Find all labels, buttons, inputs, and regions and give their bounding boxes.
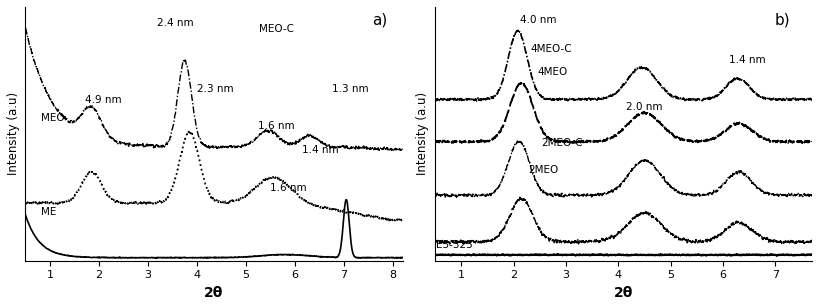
Text: b): b) <box>774 13 790 28</box>
Text: 2MEO-C: 2MEO-C <box>541 138 582 148</box>
Text: 4.0 nm: 4.0 nm <box>520 15 556 25</box>
Text: 2.4 nm: 2.4 nm <box>156 18 193 28</box>
Text: 2.0 nm: 2.0 nm <box>627 102 663 112</box>
Text: 1.4 nm: 1.4 nm <box>729 55 766 65</box>
X-axis label: 2θ: 2θ <box>613 286 633 300</box>
Text: 1.4 nm: 1.4 nm <box>302 145 339 155</box>
Text: ME: ME <box>41 207 56 217</box>
Text: MEO: MEO <box>41 113 64 123</box>
Text: 2.3 nm: 2.3 nm <box>197 84 233 94</box>
Text: 4MEO-C: 4MEO-C <box>531 44 572 54</box>
Text: 4MEO: 4MEO <box>537 67 568 77</box>
Y-axis label: Intensity (a.u): Intensity (a.u) <box>7 92 20 175</box>
Y-axis label: Intensity (a.u): Intensity (a.u) <box>416 92 429 175</box>
Text: 1.6 nm: 1.6 nm <box>270 184 307 193</box>
Text: a): a) <box>373 13 387 28</box>
Text: 2MEO: 2MEO <box>528 165 559 175</box>
X-axis label: 2θ: 2θ <box>204 286 224 300</box>
Text: MEO-C: MEO-C <box>260 24 294 34</box>
Text: 1.6 nm: 1.6 nm <box>258 121 295 131</box>
Text: 1.3 nm: 1.3 nm <box>332 84 369 94</box>
Text: 4.9 nm: 4.9 nm <box>85 95 122 105</box>
Text: E5-325: E5-325 <box>436 240 473 250</box>
